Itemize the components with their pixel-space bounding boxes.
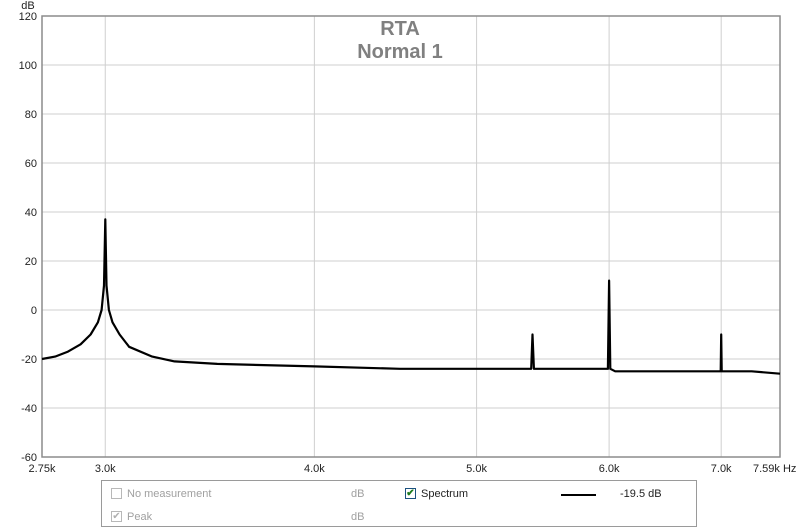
legend-panel: No measurement dB ✔ Spectrum -19.5 dB ✔ … [101, 480, 697, 527]
plot-frame [41, 15, 781, 458]
y-tick-label: 0 [31, 305, 37, 317]
x-tick-label: 3.0k [95, 463, 116, 475]
y-tick-label: 120 [19, 11, 37, 23]
y-tick-label: 40 [25, 207, 37, 219]
y-tick-label: 20 [25, 256, 37, 268]
grid [42, 15, 780, 458]
peak-label: Peak [127, 511, 153, 523]
no-measurement-label: No measurement [127, 488, 212, 500]
legend-row-no-measurement: No measurement dB ✔ Spectrum -19.5 dB [102, 485, 696, 503]
y-tick-label: -60 [21, 452, 37, 464]
series-layer [41, 218, 781, 375]
spectrum-value: -19.5 dB [620, 488, 662, 500]
y-tick-label: 60 [25, 158, 37, 170]
y-axis-unit-label: dB [21, 0, 34, 12]
y-tick-label: 100 [19, 60, 37, 72]
x-tick-label: 4.0k [304, 463, 325, 475]
spectrum-line-swatch [561, 494, 596, 496]
y-tick-label: -40 [21, 403, 37, 415]
no-measurement-checkbox[interactable] [111, 488, 122, 499]
y-tick-labels: 120 100 80 60 40 20 0 -20 -40 -60 [19, 11, 37, 464]
x-tick-label: 6.0k [599, 463, 620, 475]
x-tick-label: 2.75k [29, 463, 56, 475]
x-tick-label: 7.0k [711, 463, 732, 475]
series-line-spectrum [41, 218, 781, 375]
legend-row-peak: ✔ Peak dB [102, 508, 696, 526]
no-measurement-unit: dB [351, 488, 365, 500]
chart-subtitle: Normal 1 [357, 41, 443, 63]
x-tick-label: 7.59k Hz [753, 463, 796, 475]
y-tick-label: -20 [21, 354, 37, 366]
x-tick-label: 5.0k [466, 463, 487, 475]
chart-title: RTA [380, 18, 420, 40]
spectrum-label: Spectrum [421, 488, 469, 500]
spectrum-checkbox[interactable]: ✔ [405, 488, 416, 499]
peak-checkbox[interactable]: ✔ [111, 511, 122, 522]
y-tick-label: 80 [25, 109, 37, 121]
peak-unit: dB [351, 511, 365, 523]
x-tick-labels: 2.75k 3.0k 4.0k 5.0k 6.0k 7.0k 7.59k Hz [29, 463, 797, 475]
